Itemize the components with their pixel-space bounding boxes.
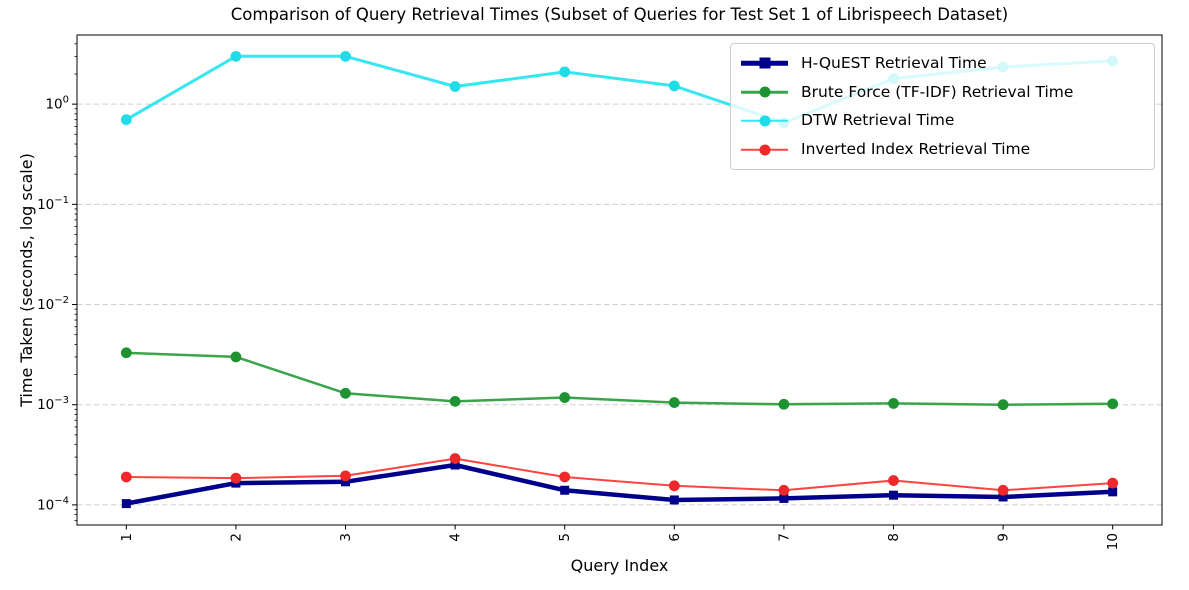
data-point-marker <box>997 399 1009 411</box>
legend-entry-label: Brute Force (TF-IDF) Retrieval Time <box>801 82 1074 101</box>
legend-line-sample <box>741 57 788 70</box>
x-tick-label: 6 <box>667 533 683 542</box>
x-tick-label: 5 <box>557 533 573 542</box>
series-brute-force-tf-idf-retrieval-time <box>120 347 1119 411</box>
data-point-marker <box>230 351 242 363</box>
data-point-marker <box>121 499 131 509</box>
x-tick-label: 4 <box>448 533 464 542</box>
x-tick-label: 1 <box>119 533 135 542</box>
data-point-marker <box>1108 487 1118 497</box>
data-point-marker <box>997 484 1009 496</box>
plot-border <box>76 34 1163 526</box>
series-h-quest-retrieval-time <box>121 460 1118 509</box>
data-point-marker <box>888 490 898 500</box>
legend-entry-label: DTW Retrieval Time <box>801 111 955 130</box>
data-point-marker <box>668 80 680 92</box>
x-axis-label: Query Index <box>570 556 669 575</box>
data-point-marker <box>230 472 242 484</box>
legend-line-sample <box>741 114 788 127</box>
y-axis: 100 10−1 10−2 10−3 10−4 <box>37 43 77 521</box>
data-point-marker <box>559 392 571 403</box>
legend-entry: DTW Retrieval Time <box>741 112 1144 129</box>
data-point-marker <box>668 397 680 408</box>
data-point-marker <box>230 50 242 62</box>
data-point-marker <box>669 495 679 505</box>
x-tick-label: 7 <box>776 533 792 542</box>
legend: H-QuEST Retrieval Time Brute Force (TF-I… <box>730 43 1155 170</box>
series-inverted-index-retrieval-time <box>120 453 1119 496</box>
data-point-marker <box>778 484 790 496</box>
data-point-marker <box>779 493 789 503</box>
y-tick-label: 100 <box>45 95 69 113</box>
y-tick-label: 10−4 <box>37 495 69 513</box>
legend-entry-label: Inverted Index Retrieval Time <box>801 140 1031 159</box>
x-tick-label: 2 <box>228 533 244 542</box>
data-point-marker <box>449 395 461 407</box>
data-point-marker <box>998 492 1008 502</box>
x-tick-label: 8 <box>886 533 902 542</box>
legend-entry: Inverted Index Retrieval Time <box>741 141 1144 158</box>
data-point-marker <box>1107 477 1119 489</box>
x-axis: 1 2 3 4 5 6 7 8 9 10 <box>119 525 1121 550</box>
data-point-marker <box>668 480 680 492</box>
y-tick-label: 10−1 <box>37 195 69 213</box>
data-point-marker <box>340 470 351 482</box>
data-point-marker <box>120 347 132 359</box>
data-point-marker <box>778 398 790 410</box>
data-point-marker <box>120 114 132 126</box>
y-tick-label: 10−2 <box>37 295 69 313</box>
data-point-marker <box>449 453 461 464</box>
legend-line-sample <box>741 86 788 99</box>
data-point-marker <box>560 485 570 495</box>
data-point-marker <box>340 387 351 399</box>
data-point-marker <box>888 398 899 409</box>
data-point-marker <box>341 477 351 487</box>
legend-entry: H-QuEST Retrieval Time <box>741 53 1144 72</box>
x-tick-label: 9 <box>996 533 1012 542</box>
x-tick-label: 3 <box>338 533 354 542</box>
series-line <box>125 351 1114 406</box>
data-point-marker <box>120 471 132 483</box>
legend-entry: Brute Force (TF-IDF) Retrieval Time <box>741 82 1144 101</box>
data-point-marker <box>559 471 571 483</box>
data-point-marker <box>559 66 571 78</box>
x-tick-label: 10 <box>1105 533 1121 550</box>
data-point-marker <box>340 50 351 62</box>
legend-line-sample <box>741 143 788 156</box>
data-point-marker <box>449 81 461 92</box>
data-point-marker <box>1107 398 1119 410</box>
chart-title: Comparison of Query Retrieval Times (Sub… <box>230 5 1009 24</box>
series-line <box>125 457 1114 492</box>
data-point-marker <box>888 475 899 486</box>
legend-entry-label: H-QuEST Retrieval Time <box>801 53 987 72</box>
y-tick-label: 10−3 <box>37 395 69 413</box>
series-line <box>124 462 1115 506</box>
y-axis-label: Time Taken (seconds, log scale) <box>17 153 36 407</box>
data-point-marker <box>450 460 460 470</box>
